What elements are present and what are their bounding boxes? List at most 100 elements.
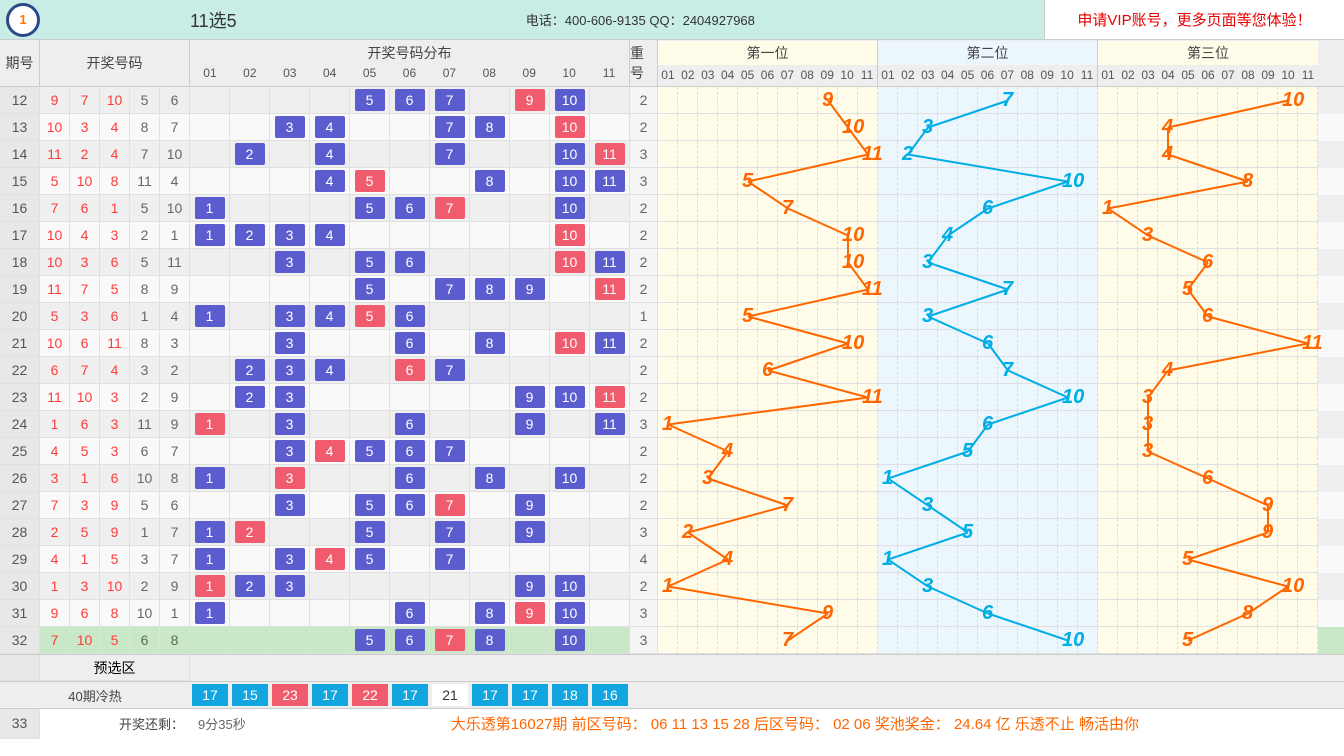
- repeat-cell: 3: [630, 168, 658, 195]
- repeat-cell: 3: [630, 141, 658, 168]
- dist-cell: 3: [270, 330, 310, 357]
- dist-chip: 4: [315, 548, 345, 570]
- trend-mini: [938, 438, 958, 465]
- trend-mini: [1258, 276, 1278, 303]
- trend-mini: [678, 492, 698, 519]
- dist-cell: 11: [590, 411, 630, 438]
- trend-mini: [698, 519, 718, 546]
- trend-mini: [818, 465, 838, 492]
- data-row[interactable]: 129710565679102: [0, 87, 1344, 114]
- trend-mini: [1078, 195, 1098, 222]
- hot-chip: 17: [192, 684, 228, 706]
- trend-mini: [878, 330, 898, 357]
- dist-cell: [470, 303, 510, 330]
- dist-cell: 6: [390, 600, 430, 627]
- dist-chip: 6: [395, 629, 425, 651]
- trend-area-3: [1098, 357, 1318, 384]
- trend-area-2: [878, 222, 1098, 249]
- trend-mini: [1138, 249, 1158, 276]
- data-row[interactable]: 2267432234672: [0, 357, 1344, 384]
- next-period: 33: [0, 709, 40, 739]
- dist-cell: [310, 411, 350, 438]
- trend-mini: [1198, 330, 1218, 357]
- trend-mini: [938, 492, 958, 519]
- trend-mini: [718, 411, 738, 438]
- trend-area-2: [878, 519, 1098, 546]
- trend-mini: [758, 141, 778, 168]
- trend-mini: [938, 114, 958, 141]
- trend-mini: [918, 222, 938, 249]
- trend-mini: [1238, 357, 1258, 384]
- hot-chip: 17: [392, 684, 428, 706]
- data-row[interactable]: 2053614134561: [0, 303, 1344, 330]
- trend-mini: [838, 546, 858, 573]
- trend-mini: [878, 87, 898, 114]
- data-row[interactable]: 18103651135610112: [0, 249, 1344, 276]
- data-row[interactable]: 21106118336810112: [0, 330, 1344, 357]
- trend-mini: [1078, 222, 1098, 249]
- trend-mini: [1058, 411, 1078, 438]
- trend-mini: [738, 114, 758, 141]
- dist-cell: [390, 222, 430, 249]
- dist-chip: 5: [355, 494, 385, 516]
- trend-mini: [878, 438, 898, 465]
- trend-mini: [898, 465, 918, 492]
- dist-cell: 10: [550, 141, 590, 168]
- trend-mini: [1298, 438, 1318, 465]
- data-row[interactable]: 191175895789112: [0, 276, 1344, 303]
- dist-cell: [350, 411, 390, 438]
- trend-mini: [1138, 168, 1158, 195]
- data-row[interactable]: 15510811445810113: [0, 168, 1344, 195]
- trend-value: 7: [1002, 278, 1013, 301]
- trend-mini: [658, 195, 678, 222]
- dist-cell: 1: [190, 222, 230, 249]
- trend-mini: [918, 411, 938, 438]
- data-row[interactable]: 2825917125793: [0, 519, 1344, 546]
- data-row[interactable]: 327105685678103: [0, 627, 1344, 654]
- data-row[interactable]: 167615101567102: [0, 195, 1344, 222]
- dist-chip: 9: [515, 89, 545, 111]
- dist-cell: [430, 384, 470, 411]
- trend-mini: [838, 573, 858, 600]
- dist-cell: [430, 222, 470, 249]
- data-row[interactable]: 263161081368102: [0, 465, 1344, 492]
- trend-mini: [1118, 573, 1138, 600]
- data-row[interactable]: 319681011689103: [0, 600, 1344, 627]
- dist-cell: 2: [230, 141, 270, 168]
- trend-mini: [758, 546, 778, 573]
- data-row[interactable]: 2773956356792: [0, 492, 1344, 519]
- trend-mini: [678, 627, 698, 654]
- trend-mini: [878, 492, 898, 519]
- dist-cell: [590, 492, 630, 519]
- trend-mini: [698, 627, 718, 654]
- data-row[interactable]: 131034873478102: [0, 114, 1344, 141]
- trend-mini: [738, 195, 758, 222]
- trend-mini: [1158, 492, 1178, 519]
- trend-mini: [1098, 573, 1118, 600]
- hdr-num: 10: [549, 63, 589, 83]
- data-row[interactable]: 2941537134574: [0, 546, 1344, 573]
- dist-cell: [310, 384, 350, 411]
- dist-chip: 9: [515, 602, 545, 624]
- trend-mini: [938, 573, 958, 600]
- dist-cell: 8: [470, 114, 510, 141]
- trend-mini: [978, 168, 998, 195]
- trend-mini: [1018, 249, 1038, 276]
- dist-cell: [230, 546, 270, 573]
- hdr-num: 02: [230, 63, 270, 83]
- trend-mini: [1258, 87, 1278, 114]
- trend-mini: [918, 627, 938, 654]
- trend-mini: [1278, 114, 1298, 141]
- hot-chip: 17: [312, 684, 348, 706]
- open-num: 10: [70, 168, 100, 195]
- trend-mini: [938, 519, 958, 546]
- trend-mini: [1118, 465, 1138, 492]
- data-row[interactable]: 14112471024710113: [0, 141, 1344, 168]
- vip-banner[interactable]: 申请VIP账号，更多页面等您体验！: [1044, 0, 1344, 39]
- dist-cell: [470, 141, 510, 168]
- hot-chip: 22: [352, 684, 388, 706]
- trend-mini: [838, 627, 858, 654]
- trend-value: 9: [822, 89, 833, 112]
- dist-chip: 1: [195, 413, 225, 435]
- repeat-cell: 2: [630, 357, 658, 384]
